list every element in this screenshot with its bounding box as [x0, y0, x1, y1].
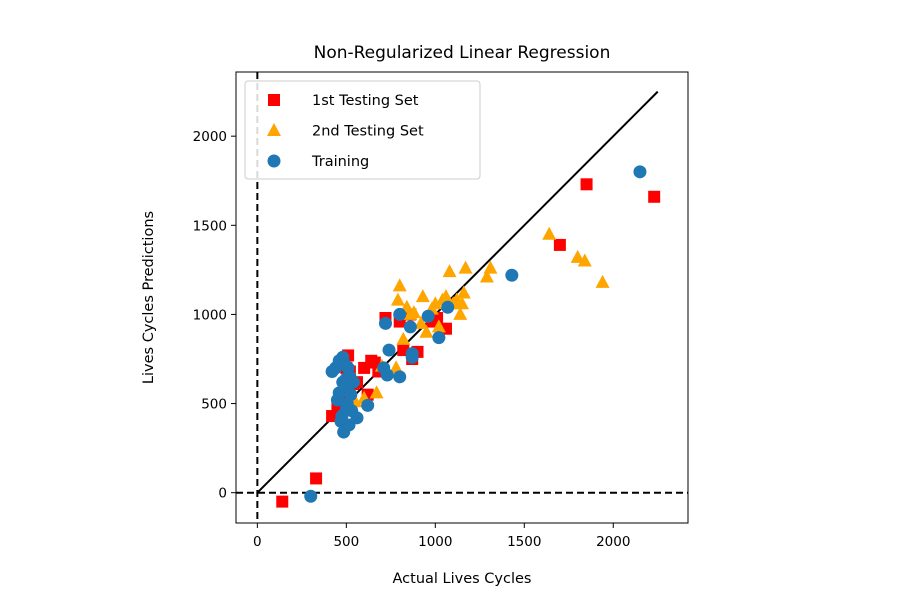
data-point: [346, 375, 360, 389]
data-point: [390, 292, 405, 306]
legend-label: Training: [311, 154, 369, 170]
identity-line: [256, 90, 659, 494]
data-point: [432, 331, 446, 345]
y-tick-label: 2000: [193, 129, 227, 145]
x-tick-label: 0: [253, 534, 262, 550]
x-tick-label: 1500: [507, 534, 541, 550]
data-point: [378, 316, 392, 330]
data-point: [393, 370, 407, 384]
data-point: [453, 306, 468, 320]
ticks-layer: 0 500 1000 1500 2000 0 500 1000 1500 2000: [193, 129, 631, 550]
data-point: [438, 289, 453, 303]
y-tick-label: 1500: [193, 218, 227, 234]
legend-items: 1st Testing Set 2nd Testing Set Training: [267, 93, 424, 170]
data-point: [441, 300, 455, 314]
data-point: [361, 398, 375, 412]
data-point: [406, 305, 421, 319]
data-point: [304, 489, 318, 503]
data-point: [405, 350, 419, 364]
data-point: [505, 268, 519, 282]
data-point: [431, 319, 446, 333]
data-point: [595, 274, 610, 288]
data-point: [380, 368, 394, 382]
identity-line-layer: [256, 90, 659, 494]
data-point: [382, 343, 396, 357]
series-square: [276, 178, 661, 508]
data-points-layer: [276, 165, 661, 508]
data-point: [350, 411, 364, 425]
data-point: [310, 472, 323, 485]
data-point: [419, 324, 434, 338]
data-point: [442, 264, 457, 278]
data-point: [483, 260, 498, 274]
data-point: [396, 331, 411, 345]
y-tick-label: 500: [201, 397, 227, 413]
legend: 1st Testing Set 2nd Testing Set Training: [244, 80, 481, 180]
reference-lines-layer: [236, 72, 688, 523]
data-point: [633, 165, 647, 179]
data-point: [456, 285, 471, 299]
legend-marker: [268, 94, 280, 106]
data-point: [542, 226, 557, 240]
legend-label: 2nd Testing Set: [312, 124, 424, 140]
data-point: [479, 269, 494, 283]
x-tick-label: 500: [333, 534, 359, 550]
data-point: [553, 238, 566, 251]
data-point: [403, 320, 417, 334]
x-tick-label: 2000: [596, 534, 630, 550]
data-point: [276, 495, 289, 508]
y-tick-label: 1000: [193, 307, 227, 323]
legend-box: [244, 80, 481, 180]
x-tick-label: 1000: [418, 534, 452, 550]
plot-frame: [235, 71, 689, 524]
legend-marker: [267, 154, 281, 168]
y-axis-label: Lives Cycles Predictions: [141, 211, 157, 384]
chart-title: Non-Regularized Linear Regression: [314, 43, 611, 63]
data-point: [458, 260, 473, 274]
data-point: [577, 253, 592, 267]
data-point: [414, 315, 429, 329]
data-point: [392, 278, 407, 292]
data-point: [421, 309, 435, 323]
data-point: [415, 289, 430, 303]
y-tick-label: 0: [218, 486, 227, 502]
data-point: [369, 385, 384, 399]
data-point: [648, 190, 661, 203]
data-point: [393, 307, 407, 321]
series-circle: [304, 165, 647, 503]
legend-label: 1st Testing Set: [312, 93, 419, 109]
data-point: [570, 249, 585, 263]
legend-marker: [267, 123, 281, 136]
data-point: [580, 178, 593, 191]
data-point: [344, 388, 358, 402]
data-point: [455, 296, 469, 310]
data-point: [389, 360, 404, 374]
x-axis-label: Actual Lives Cycles: [393, 571, 532, 587]
data-point: [428, 296, 443, 310]
